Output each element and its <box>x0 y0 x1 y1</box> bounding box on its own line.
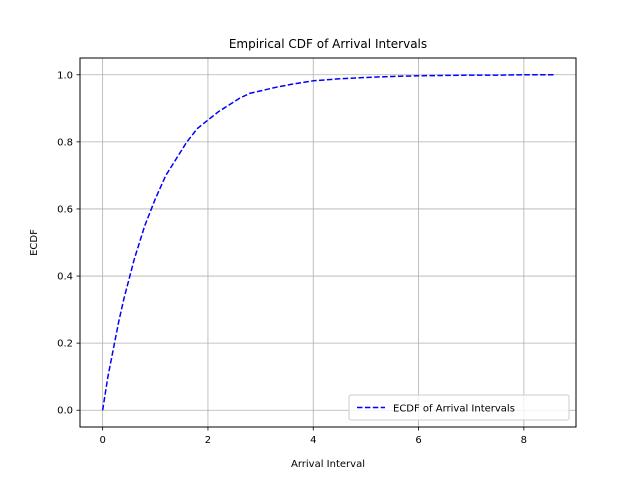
series-layer <box>101 74 556 411</box>
x-tick-label: 0 <box>99 435 105 446</box>
legend: ECDF of Arrival Intervals <box>348 394 570 421</box>
x-tick-label: 4 <box>310 435 316 446</box>
x-tick-label: 8 <box>521 435 527 446</box>
x-axis-label: Arrival Interval <box>291 459 365 470</box>
y-tick-label: 0.6 <box>57 204 73 215</box>
y-tick-label: 1.0 <box>57 70 73 81</box>
x-tick-label: 2 <box>205 435 211 446</box>
legend-entry-label: ECDF of Arrival Intervals <box>393 404 515 415</box>
x-tick-label: 6 <box>415 435 421 446</box>
y-tick-label: 0.0 <box>57 406 73 417</box>
plot-frame <box>79 57 577 428</box>
axis-ticks: 0 2 4 6 8 0.0 0.2 0.4 0.6 0.8 1.0 <box>57 70 527 446</box>
series-line <box>101 74 556 411</box>
y-axis-label: ECDF <box>29 229 40 256</box>
y-tick-label: 0.4 <box>57 272 73 283</box>
y-tick-label: 0.2 <box>57 339 73 350</box>
legend-box <box>348 394 570 421</box>
y-tick-label: 0.8 <box>57 137 73 148</box>
chart-title: Empirical CDF of Arrival Intervals <box>229 37 427 51</box>
